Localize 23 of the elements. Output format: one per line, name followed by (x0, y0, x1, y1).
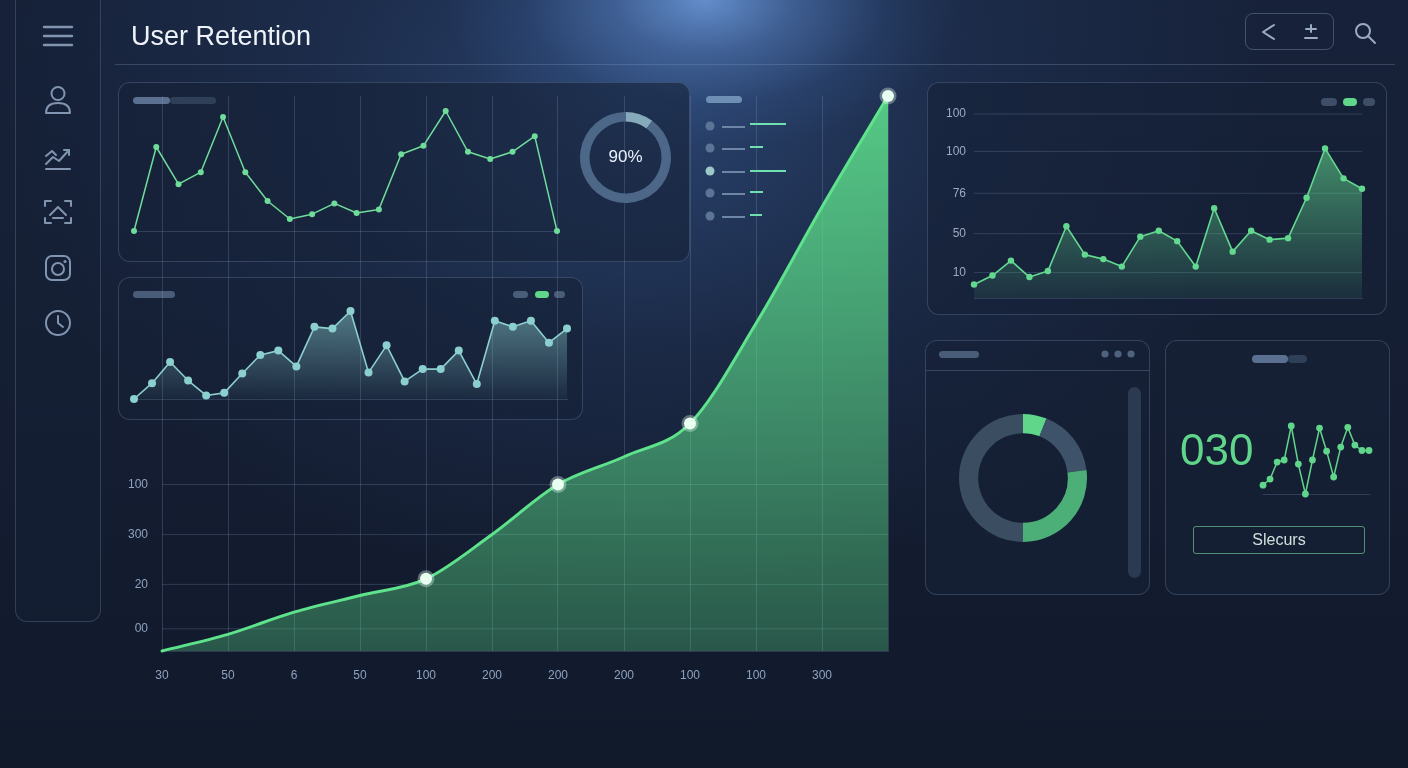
text: 76 (952, 185, 967, 200)
text: 10 (952, 264, 967, 279)
x-tick-label: 100 (745, 667, 767, 682)
x-tick-label: 6 (290, 667, 298, 682)
x-tick-label: 50 (221, 667, 235, 682)
x-tick-label: 50 (353, 667, 367, 682)
chart-title: User Retention (131, 21, 312, 52)
x-tick-label: 100 (415, 667, 437, 682)
text: 00 (134, 621, 149, 636)
x-tick-label: 300 (811, 667, 833, 682)
x-tick-label: 200 (481, 667, 503, 682)
text: 100 (127, 476, 149, 491)
annotation: 90% (608, 147, 643, 167)
x-tick-label: 200 (547, 667, 569, 682)
x-tick-label: 200 (613, 667, 635, 682)
text: 50 (952, 225, 967, 240)
text: 100 (945, 143, 967, 158)
text: 300 (127, 526, 149, 541)
chart-title: 030 (1180, 425, 1254, 475)
x-tick-label: 30 (155, 667, 169, 682)
text: 100 (945, 106, 967, 121)
text: 20 (134, 576, 149, 591)
x-tick-label: 100 (679, 667, 701, 682)
